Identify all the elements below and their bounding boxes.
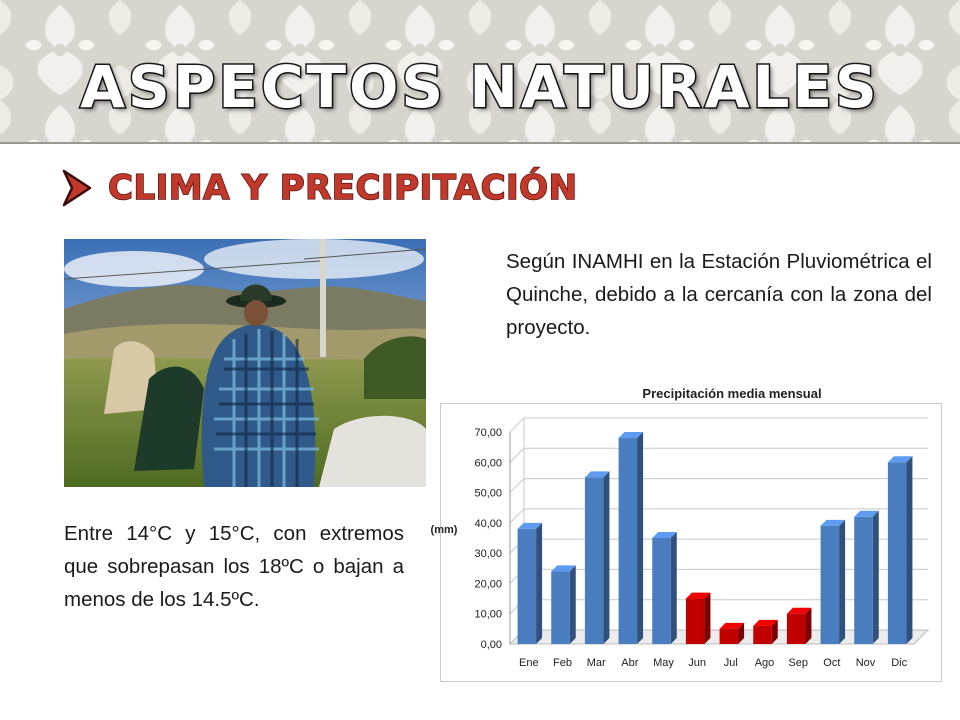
bar-side [906, 456, 913, 644]
y-tick-label: 20,00 [474, 578, 502, 590]
bar-oct [820, 525, 840, 644]
bar-top [618, 432, 644, 439]
x-tick-label: Jun [688, 657, 706, 669]
x-tick-label: Ago [755, 657, 775, 669]
y-axis-label: (mm) [431, 524, 458, 536]
bar-top [517, 522, 543, 529]
bar-side [670, 532, 677, 644]
gridline [509, 478, 525, 493]
y-tick-label: 60,00 [474, 457, 502, 469]
bar-side [569, 565, 576, 644]
bar-side [536, 522, 543, 644]
x-tick-label: Oct [823, 657, 840, 669]
x-tick-label: May [653, 657, 674, 669]
bar-mar [584, 477, 604, 644]
bar-side [603, 471, 610, 644]
y-tick-label: 70,00 [474, 427, 502, 439]
section-heading-text: CLIMA Y PRECIPITACIÓN [107, 167, 578, 209]
bar-top [719, 622, 745, 629]
bar-ago [753, 625, 772, 644]
bar-top [685, 592, 711, 599]
bar-feb [551, 571, 570, 644]
bar-top [652, 532, 677, 538]
x-tick-label: Nov [856, 657, 876, 669]
x-tick-label: Mar [587, 657, 606, 669]
bar-abr [618, 438, 638, 644]
x-tick-label: Jul [724, 657, 738, 669]
bar-side [637, 432, 644, 644]
arrow-right-icon [62, 169, 92, 207]
bar-side [771, 619, 778, 644]
chart-title: Precipitación media mensual [642, 386, 821, 401]
x-tick-label: Ene [519, 657, 539, 669]
bar-top [786, 607, 812, 614]
bar-side [704, 592, 711, 644]
description-right: Según INAMHI en la Estación Pluviométric… [506, 250, 932, 339]
bar-top [854, 510, 879, 517]
bar-side [805, 607, 812, 644]
x-tick-label: Feb [553, 657, 572, 669]
bar-jul [719, 628, 739, 644]
bar-side [872, 510, 879, 644]
bar-top [887, 456, 913, 463]
page-title: ASPECTOS NATURALES [79, 53, 880, 121]
gridline [509, 417, 525, 433]
section-heading: CLIMA Y PRECIPITACIÓN [60, 167, 578, 209]
bar-top [584, 471, 610, 478]
x-tick-label: Abr [621, 657, 638, 669]
x-tick-label: Sep [788, 657, 808, 669]
bar-top [820, 519, 846, 526]
bar-sep [786, 613, 806, 644]
y-tick-label: 30,00 [474, 548, 502, 560]
bar-top [753, 619, 778, 626]
damask-pattern [0, 0, 960, 142]
x-tick-label: Dic [891, 657, 907, 669]
bar-dic [887, 462, 907, 644]
description-left: Entre 14°C y 15°C, con extremos que sobr… [64, 522, 404, 611]
precipitation-chart: Precipitación media mensual 0,00 10,00 20,0… [431, 386, 930, 669]
gridline [509, 447, 525, 463]
bar-nov [854, 516, 873, 644]
y-tick-label: 10,00 [474, 609, 502, 621]
bar-top [551, 565, 576, 572]
y-tick-label: 40,00 [474, 518, 502, 530]
bar-side [738, 622, 745, 644]
bar-jun [685, 598, 705, 644]
y-tick-label: 0,00 [481, 639, 502, 651]
bar-side [839, 519, 846, 644]
gridline [509, 508, 525, 524]
bar-ene [517, 528, 537, 644]
landscape-photo [64, 239, 426, 487]
bar-may [652, 538, 671, 644]
y-tick-label: 50,00 [474, 488, 502, 500]
header-banner: ASPECTOS NATURALES [0, 0, 960, 144]
